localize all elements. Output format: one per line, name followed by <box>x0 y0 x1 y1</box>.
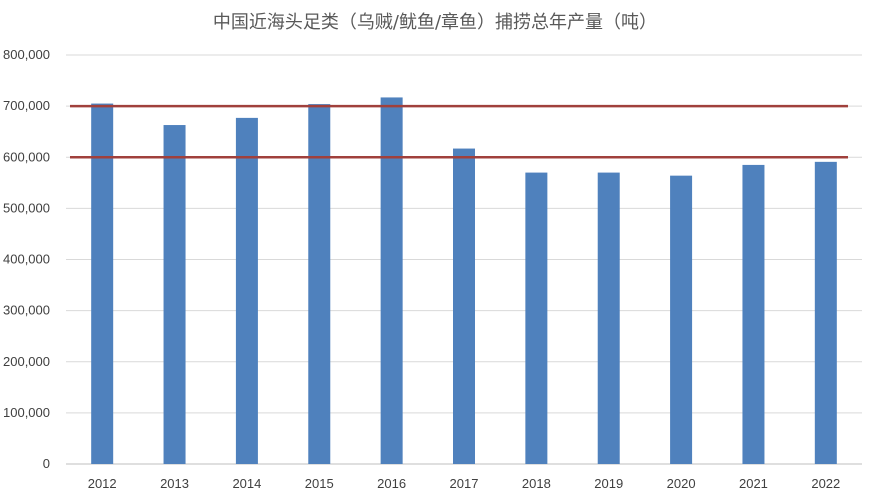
bar-2020 <box>670 175 693 464</box>
x-tick-label: 2020 <box>667 476 696 491</box>
y-tick-label: 0 <box>43 456 50 471</box>
bar-series <box>91 97 837 464</box>
y-tick-label: 800,000 <box>3 47 50 62</box>
bar-2018 <box>525 172 548 464</box>
y-tick-label: 600,000 <box>3 149 50 164</box>
bar-2017 <box>453 148 475 464</box>
y-tick-label: 700,000 <box>3 98 50 113</box>
x-tick-label: 2016 <box>377 476 406 491</box>
x-tick-label: 2018 <box>522 476 551 491</box>
y-axis: 0 100,000 200,000 300,000 400,000 500,000 600,… <box>3 47 50 471</box>
bar-2022 <box>814 161 837 464</box>
x-tick-label: 2021 <box>739 476 768 491</box>
reference-lines <box>70 104 848 159</box>
x-tick-label: 2022 <box>811 476 840 491</box>
bar-2015 <box>308 104 331 464</box>
bar-2012 <box>91 103 114 464</box>
chart-title: 中国近海头足类（乌贼/鱿鱼/章鱼）捕捞总年产量（吨） <box>213 12 657 33</box>
y-tick-label: 100,000 <box>3 405 50 420</box>
bar-2014 <box>235 117 258 464</box>
x-tick-label: 2013 <box>160 476 189 491</box>
bar-2016 <box>380 97 403 464</box>
x-tick-label: 2012 <box>88 476 117 491</box>
y-tick-label: 200,000 <box>3 354 50 369</box>
bar-2021 <box>742 164 765 464</box>
bar-2019 <box>597 172 620 464</box>
y-tick-label: 500,000 <box>3 200 50 215</box>
x-axis: 2012 2013 2014 2015 2016 2017 2018 2019 2020 2021… <box>88 476 841 491</box>
bar-2013 <box>163 125 186 464</box>
x-tick-label: 2015 <box>305 476 334 491</box>
x-tick-label: 2017 <box>450 476 479 491</box>
y-tick-label: 300,000 <box>3 303 50 318</box>
x-tick-label: 2019 <box>594 476 623 491</box>
x-tick-label: 2014 <box>232 476 261 491</box>
y-tick-label: 400,000 <box>3 252 50 267</box>
